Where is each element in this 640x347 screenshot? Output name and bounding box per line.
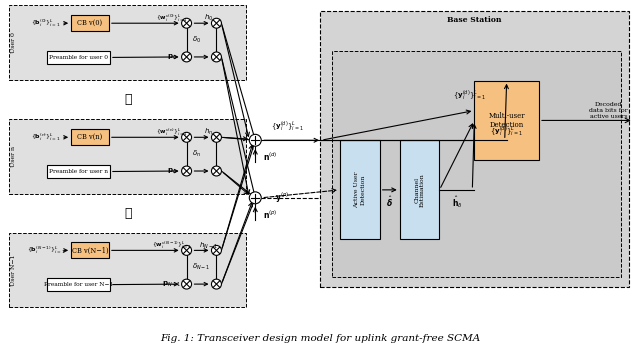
Bar: [71, 243, 109, 258]
Text: $\mathbf{p}_{N-1}$: $\mathbf{p}_{N-1}$: [162, 280, 181, 289]
Text: Fig. 1: Transceiver design model for uplink grant-free SCMA: Fig. 1: Transceiver design model for upl…: [160, 334, 480, 343]
Bar: [10, 5, 246, 80]
Text: $\delta_{N-1}$: $\delta_{N-1}$: [191, 262, 210, 272]
Bar: [47, 51, 110, 64]
Text: User 0: User 0: [11, 32, 16, 53]
Bar: [399, 140, 440, 239]
Text: Decoded
data bits for
active users: Decoded data bits for active users: [589, 102, 628, 119]
Text: $\hat{\mathbf{h}}_\delta$: $\hat{\mathbf{h}}_\delta$: [452, 194, 462, 210]
Bar: [474, 81, 539, 160]
Text: $\mathbf{n}^{(p)}$: $\mathbf{n}^{(p)}$: [263, 209, 278, 221]
Text: $h_n$: $h_n$: [204, 127, 213, 137]
Text: $\mathbf{p}_0$: $\mathbf{p}_0$: [166, 53, 177, 62]
Bar: [320, 11, 628, 287]
Bar: [10, 232, 246, 307]
Text: $\{\mathbf{b}_i^{(0)}\}_{i=1}^L$: $\{\mathbf{b}_i^{(0)}\}_{i=1}^L$: [31, 17, 61, 29]
Circle shape: [182, 18, 191, 28]
Text: $\{\mathbf{y}_i^{(d)}\}_{i=1}^L$: $\{\mathbf{y}_i^{(d)}\}_{i=1}^L$: [271, 119, 303, 134]
Text: Active User
Detection: Active User Detection: [355, 172, 365, 208]
Text: Preamble for user n: Preamble for user n: [49, 169, 108, 174]
Text: CB v(n): CB v(n): [77, 133, 102, 141]
Text: $\{\mathbf{w}_i^{v(N-1)}\}_{i=1}^L$: $\{\mathbf{w}_i^{v(N-1)}\}_{i=1}^L$: [152, 240, 191, 251]
Circle shape: [211, 279, 221, 289]
Circle shape: [211, 18, 221, 28]
Text: User n: User n: [11, 146, 16, 167]
Text: $\{\mathbf{b}_i^{(n)}\}_{i=1}^L$: $\{\mathbf{b}_i^{(n)}\}_{i=1}^L$: [31, 132, 61, 143]
Circle shape: [211, 52, 221, 62]
Circle shape: [182, 132, 191, 142]
Text: Channel
Estimation: Channel Estimation: [414, 173, 425, 207]
Text: $\{\mathbf{w}_i^{v(n)}\}_{i=1}^L$: $\{\mathbf{w}_i^{v(n)}\}_{i=1}^L$: [156, 127, 188, 138]
Text: $\mathbf{y}^{(p)}$: $\mathbf{y}^{(p)}$: [275, 191, 289, 205]
Text: $\{\mathbf{y}_i^{(d)}\}_{i=1}^L$: $\{\mathbf{y}_i^{(d)}\}_{i=1}^L$: [453, 88, 486, 103]
Text: $h_0$: $h_0$: [204, 13, 213, 23]
Text: $\delta_0$: $\delta_0$: [191, 35, 201, 45]
Circle shape: [211, 132, 221, 142]
Bar: [71, 129, 109, 145]
Text: $\{\mathbf{w}_i^{v(0)}\}_{i=1}^L$: $\{\mathbf{w}_i^{v(0)}\}_{i=1}^L$: [156, 12, 188, 24]
Text: ⋮: ⋮: [124, 207, 132, 220]
Circle shape: [211, 166, 221, 176]
Circle shape: [250, 134, 261, 146]
Text: Preamble for user 0: Preamble for user 0: [49, 55, 108, 60]
Bar: [47, 165, 110, 178]
Text: Multi-user
Detection: Multi-user Detection: [488, 112, 525, 129]
Text: Base Station: Base Station: [447, 16, 502, 24]
Text: CB v(0): CB v(0): [77, 19, 102, 27]
Text: $\delta_n$: $\delta_n$: [191, 149, 200, 159]
Circle shape: [182, 52, 191, 62]
Text: Preamble for user N−1: Preamble for user N−1: [44, 282, 113, 287]
Bar: [47, 278, 110, 291]
Circle shape: [211, 245, 221, 255]
Bar: [340, 140, 380, 239]
Bar: [10, 119, 246, 194]
Text: User N−1: User N−1: [11, 254, 16, 286]
Text: $\{\mathbf{y}_i^{(d)}\}_{i=1}^L$: $\{\mathbf{y}_i^{(d)}\}_{i=1}^L$: [490, 125, 523, 139]
Text: $h_{N-1}$: $h_{N-1}$: [199, 240, 218, 251]
Circle shape: [182, 166, 191, 176]
Text: CB v(N−1): CB v(N−1): [72, 246, 108, 254]
Bar: [71, 15, 109, 31]
Bar: [332, 51, 621, 277]
Text: $\{\mathbf{b}_i^{(N-1)}\}_{i=1}^L$: $\{\mathbf{b}_i^{(N-1)}\}_{i=1}^L$: [27, 245, 65, 256]
Circle shape: [182, 245, 191, 255]
Text: ⋮: ⋮: [124, 93, 132, 106]
Circle shape: [182, 279, 191, 289]
Text: $\mathbf{n}^{(d)}$: $\mathbf{n}^{(d)}$: [263, 151, 278, 163]
Text: $\hat{\boldsymbol{\delta}}$: $\hat{\boldsymbol{\delta}}$: [387, 195, 393, 209]
Circle shape: [250, 192, 261, 204]
Text: $\mathbf{p}_n$: $\mathbf{p}_n$: [167, 167, 177, 176]
